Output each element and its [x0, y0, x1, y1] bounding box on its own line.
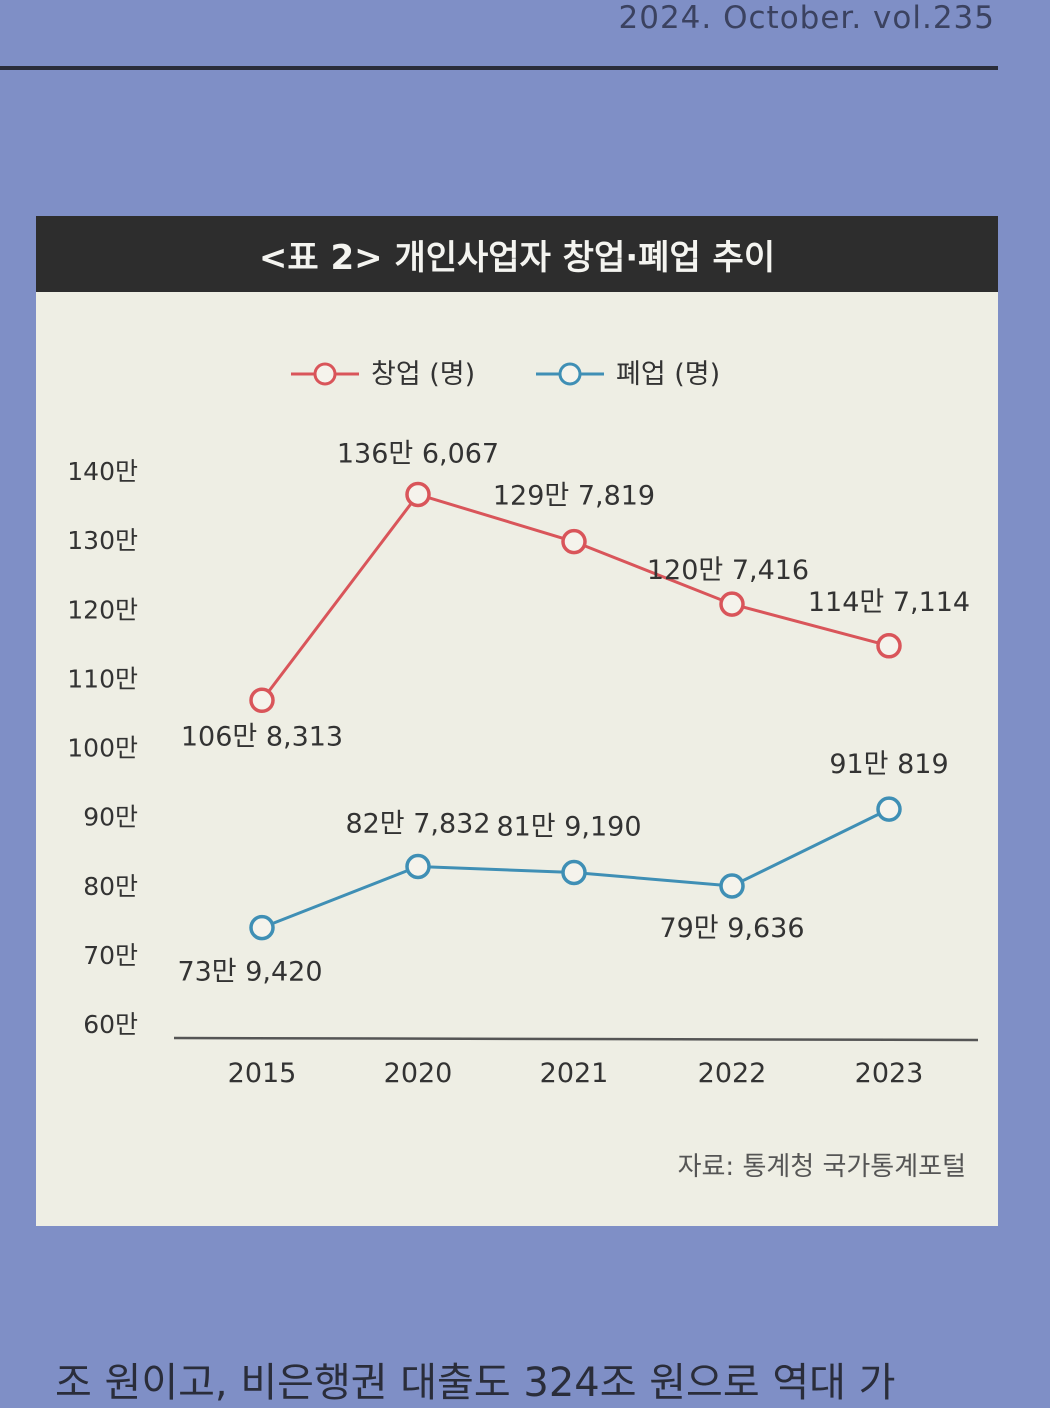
issue-header: 2024. October. vol.235 — [618, 0, 995, 36]
y-tick-label: 80만 — [83, 872, 138, 901]
data-point — [719, 873, 745, 899]
data-point — [405, 853, 431, 880]
y-tick-label: 130만 — [67, 526, 138, 555]
data-label: 73만 9,420 — [177, 957, 322, 988]
data-label: 129만 7,819 — [493, 481, 655, 512]
data-label: 114만 7,114 — [808, 587, 970, 618]
y-tick-label: 60만 — [83, 1010, 138, 1039]
data-label: 91만 819 — [829, 749, 948, 780]
data-point — [876, 633, 902, 659]
y-tick-label: 110만 — [67, 664, 138, 693]
series-line — [260, 492, 890, 702]
legend-marker — [558, 362, 582, 386]
data-label: 81만 9,190 — [496, 811, 641, 842]
y-tick-label: 120만 — [67, 595, 138, 624]
data-label: 120만 7,416 — [647, 555, 809, 586]
chart-source: 자료: 통계청 국가통계포털 — [677, 1152, 966, 1182]
data-label: 82만 7,832 — [345, 809, 490, 840]
data-point — [249, 914, 275, 941]
y-tick-label: 70만 — [83, 941, 138, 970]
header-divider — [0, 66, 998, 70]
data-point — [719, 591, 745, 617]
data-label: 136만 6,067 — [337, 438, 499, 469]
y-tick-label: 140만 — [67, 457, 138, 486]
y-tick-label: 90만 — [83, 803, 138, 832]
x-tick-label: 2022 — [698, 1058, 767, 1089]
data-label: 106만 8,313 — [181, 721, 343, 752]
x-tick-label: 2020 — [384, 1058, 453, 1089]
chart-card: 140만 130만 120만 110만 100만 90만 80만 70만 60만 2015 2020… — [36, 216, 998, 1226]
x-tick-label: 2015 — [228, 1058, 297, 1089]
chart-title: <표 2> 개인사업자 창업·폐업 추이 — [36, 216, 998, 292]
x-axis-line — [173, 1036, 979, 1042]
legend-label: 창업 (명) — [371, 359, 475, 390]
data-point — [405, 481, 431, 508]
legend-label: 폐업 (명) — [616, 359, 720, 390]
data-point — [249, 687, 275, 714]
data-point — [876, 796, 902, 822]
data-label: 79만 9,636 — [659, 913, 804, 944]
data-point — [561, 859, 587, 886]
x-tick-label: 2023 — [855, 1058, 924, 1089]
legend-marker — [313, 362, 337, 386]
article-text: 조 원이고, 비은행권 대출도 324조 원으로 역대 가 — [55, 1360, 896, 1406]
data-point — [561, 528, 587, 555]
x-tick-label: 2021 — [540, 1058, 609, 1089]
line-chart: 140만 130만 120만 110만 100만 90만 80만 70만 60만 2015 2020… — [67, 359, 979, 1089]
y-tick-label: 100만 — [67, 734, 138, 763]
